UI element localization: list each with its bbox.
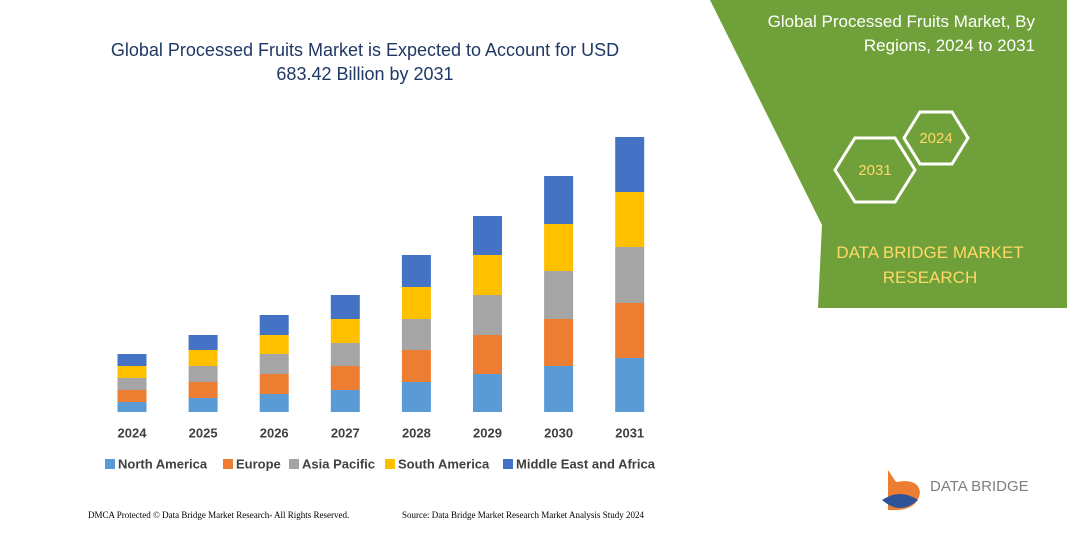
bar-segment <box>473 374 502 412</box>
bar-segment <box>188 350 218 366</box>
legend-label: Europe <box>236 456 281 471</box>
bar-segment <box>401 382 431 412</box>
bar-segment <box>259 394 289 412</box>
legend-swatch <box>105 459 115 469</box>
legend-label: Middle East and Africa <box>516 456 656 471</box>
bar-segment <box>117 402 147 412</box>
x-tick-label: 2030 <box>544 425 573 440</box>
bar-segment <box>544 366 574 412</box>
x-tick-label: 2028 <box>402 425 431 440</box>
bar-segment <box>330 390 360 412</box>
bar-segment <box>188 335 218 350</box>
bar-segment <box>188 366 218 382</box>
bar-segment <box>615 247 645 303</box>
bar-segment <box>188 398 218 412</box>
hexagon-label: 2031 <box>858 162 891 179</box>
bar-segment <box>259 315 289 335</box>
x-tick-label: 2024 <box>118 425 148 440</box>
legend-swatch <box>289 459 299 469</box>
bar-segment <box>473 335 502 374</box>
bar-segment <box>259 335 289 354</box>
bar-segment <box>117 354 147 366</box>
bar-segment <box>544 176 574 224</box>
bar-segment <box>188 382 218 398</box>
legend-swatch <box>385 459 395 469</box>
logo-text: DATA BRIDGE <box>930 478 1029 495</box>
bar-segment <box>544 319 574 366</box>
bar-segment <box>117 366 147 378</box>
brand: DATA BRIDGE MARKET RESEARCH <box>836 243 1024 287</box>
bar-segment <box>544 271 574 319</box>
x-tick-label: 2026 <box>260 425 289 440</box>
x-tick-label: 2025 <box>189 425 218 440</box>
bar-segment <box>615 192 645 247</box>
bar-segment <box>330 366 360 390</box>
bar-segment <box>544 224 574 271</box>
bar-segment <box>117 378 147 390</box>
bar-segment <box>473 295 502 335</box>
bar-segment <box>473 255 502 295</box>
hexagon <box>902 110 970 166</box>
bar-segment <box>259 374 289 394</box>
bar-segment <box>401 255 431 287</box>
chart-title: Global Processed Fruits Market is Expect… <box>110 40 620 84</box>
x-tick-label: 2031 <box>615 425 644 440</box>
bar-segment <box>330 343 360 366</box>
legend-swatch <box>223 459 233 469</box>
legend-swatch <box>503 459 513 469</box>
bar-segment <box>615 303 645 358</box>
bar-segment <box>401 287 431 319</box>
legend-label: South America <box>398 456 490 471</box>
hexagon-label: 2024 <box>919 130 952 147</box>
bar-segment <box>473 216 502 255</box>
footer-right: Source: Data Bridge Market Research Mark… <box>402 510 644 520</box>
bar-segment <box>259 354 289 374</box>
bar-segment <box>615 137 645 192</box>
side-panel-bg <box>710 0 1067 308</box>
x-tick-label: 2027 <box>331 425 360 440</box>
legend-label: North America <box>118 456 208 471</box>
bar-segment <box>117 390 147 402</box>
bar-segment <box>330 295 360 319</box>
x-tick-label: 2029 <box>473 425 502 440</box>
bar-segment <box>330 319 360 343</box>
logo-icon <box>882 494 918 508</box>
hexagon <box>833 136 917 204</box>
bar-segment <box>401 319 431 350</box>
bar-segment <box>615 358 645 412</box>
side-title: Global Processed Fruits Market, By Regio… <box>767 12 1035 55</box>
bar-segment <box>401 350 431 382</box>
legend-label: Asia Pacific <box>302 456 375 471</box>
footer-left: DMCA Protected © Data Bridge Market Rese… <box>88 510 350 520</box>
